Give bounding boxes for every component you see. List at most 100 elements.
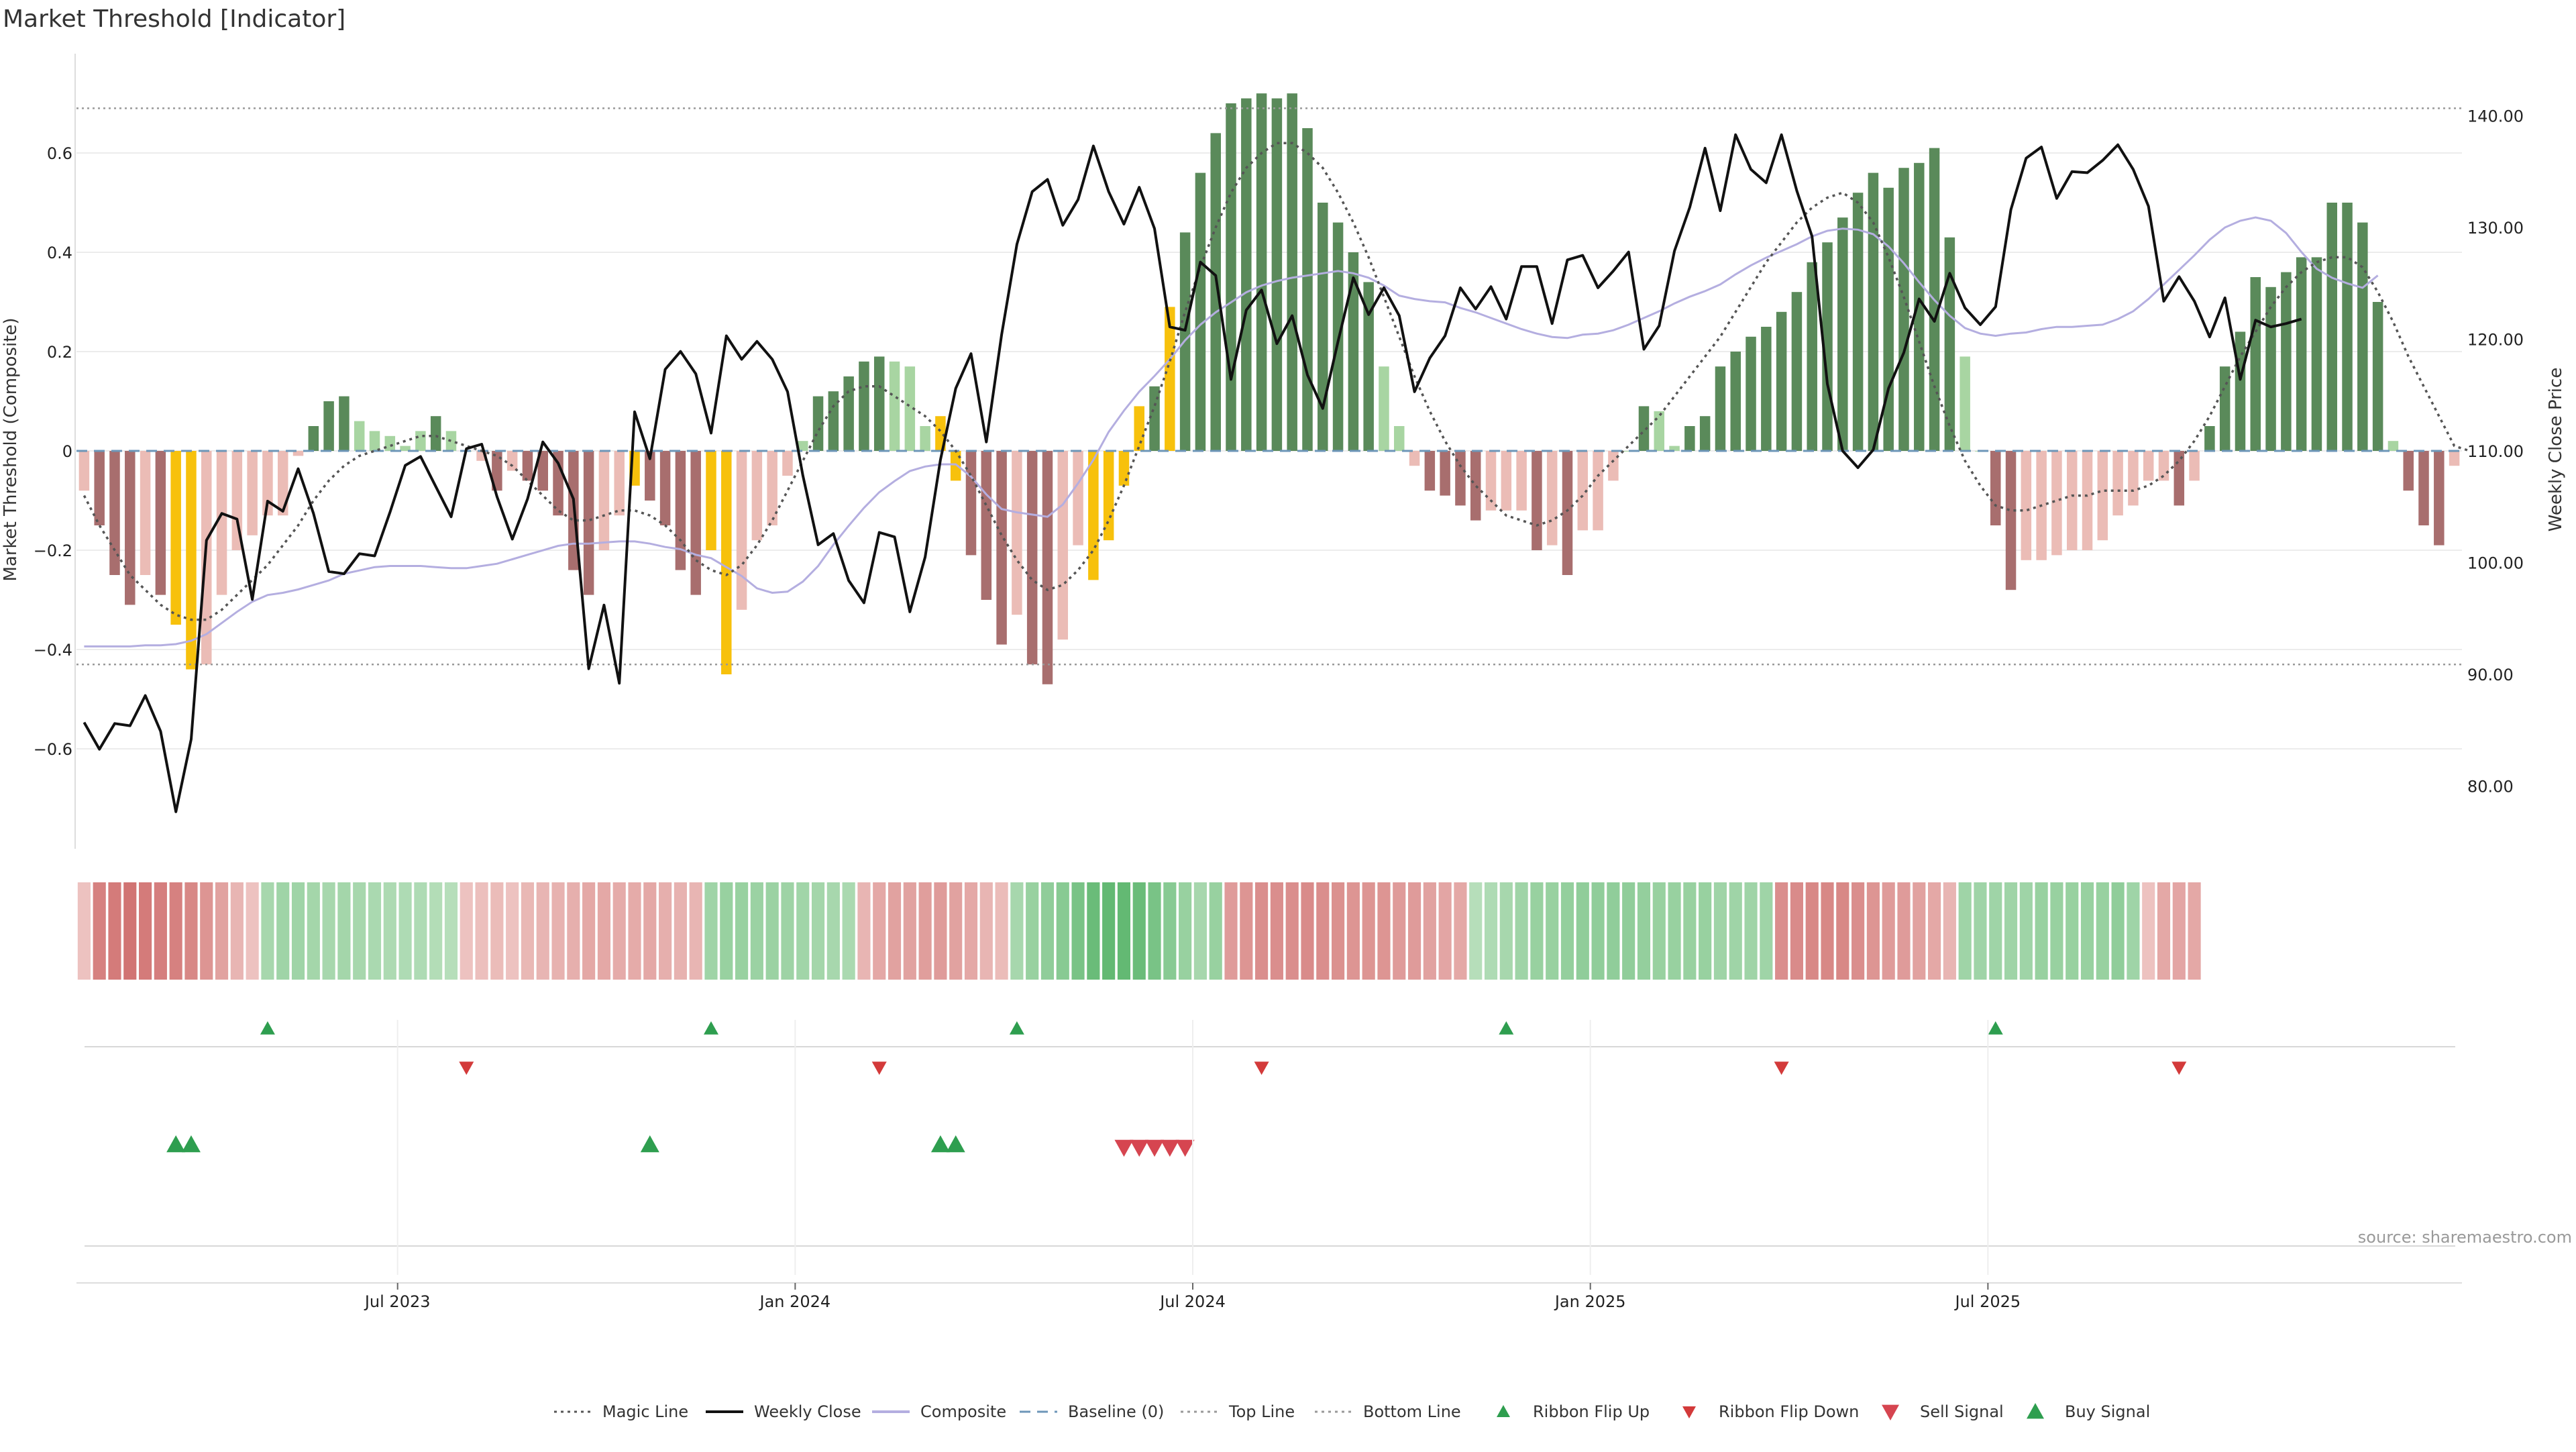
ribbon-cell	[93, 882, 106, 980]
ribbon-cell	[659, 882, 672, 980]
composite-bar	[1638, 406, 1650, 451]
ribbon-cell	[1148, 882, 1161, 980]
ribbon-cell	[291, 882, 305, 980]
composite-bar	[2204, 426, 2215, 451]
composite-bar	[1241, 98, 1252, 452]
ribbon-cell	[1866, 882, 1880, 980]
composite-bar	[782, 451, 793, 476]
right-tick-label: 120.00	[2467, 331, 2524, 350]
ribbon-cell	[1423, 882, 1436, 980]
legend-label: Baseline (0)	[1068, 1402, 1164, 1421]
ribbon-cell	[139, 882, 152, 980]
ribbon-cell	[1255, 882, 1269, 980]
ribbon-cell	[735, 882, 749, 980]
ribbon-cell	[1393, 882, 1406, 980]
ribbon-cell	[1607, 882, 1620, 980]
composite-bar	[965, 451, 977, 556]
ribbon-cell	[77, 882, 91, 980]
composite-bar	[2021, 451, 2032, 560]
ribbon-flip-up-marker	[1009, 1021, 1024, 1035]
composite-bar	[1883, 187, 1894, 451]
legend-item: Ribbon Flip Down	[1682, 1402, 1859, 1421]
composite-bar	[1501, 451, 1512, 511]
legend-item: Buy Signal	[2027, 1402, 2150, 1421]
ribbon-cell	[1882, 882, 1895, 980]
composite-bar	[400, 446, 411, 451]
composite-bar	[2051, 451, 2062, 556]
ribbon-cell	[2004, 882, 2018, 980]
composite-bar	[2143, 451, 2154, 481]
composite-bar	[1318, 203, 1328, 451]
composite-bar	[2219, 366, 2231, 451]
composite-bar	[1868, 172, 1879, 451]
composite-bar	[1761, 327, 1772, 451]
legend-swatch	[1882, 1404, 1899, 1420]
composite-bar	[843, 376, 854, 451]
ribbon-cell	[1087, 882, 1100, 980]
ribbon-cell	[1117, 882, 1131, 980]
ribbon-cell	[1775, 882, 1788, 980]
ribbon-cell	[398, 882, 412, 980]
ribbon-cell	[2035, 882, 2048, 980]
legend-item: Composite	[872, 1402, 1006, 1421]
composite-bar	[1271, 98, 1283, 452]
composite-bar	[1470, 451, 1481, 521]
ribbon-cell	[1499, 882, 1513, 980]
ribbon-cell	[353, 882, 366, 980]
composite-bar	[247, 451, 258, 535]
composite-bar	[1990, 451, 2001, 525]
composite-bar	[1118, 451, 1130, 486]
composite-bar	[736, 451, 747, 610]
buy-signal-marker	[640, 1135, 659, 1153]
ribbon-cell	[1897, 882, 1911, 980]
legend-label: Composite	[920, 1402, 1006, 1421]
ribbon-cell	[2157, 882, 2171, 980]
ribbon-cell	[1683, 882, 1697, 980]
composite-bar	[1302, 128, 1313, 451]
composite-bar	[1394, 426, 1405, 451]
ribbon-cell	[903, 882, 916, 980]
composite-bar	[1914, 162, 1925, 452]
composite-bar	[1791, 292, 1803, 451]
ribbon-cell	[2142, 882, 2155, 980]
ribbon-cell	[1713, 882, 1727, 980]
right-tick-label: 130.00	[2467, 219, 2524, 238]
composite-bar	[216, 451, 227, 595]
ribbon-cell	[2065, 882, 2079, 980]
ribbon-cell	[276, 882, 290, 980]
composite-bar	[1424, 451, 1436, 491]
buy-signal-marker	[166, 1135, 186, 1153]
composite-bar	[2449, 451, 2460, 466]
ribbon-cell	[934, 882, 947, 980]
composite-bar	[904, 366, 916, 451]
legend-item: Ribbon Flip Up	[1497, 1402, 1650, 1421]
ribbon-cell	[720, 882, 733, 980]
composite-bar	[1485, 451, 1497, 511]
sell-signal-marker	[1130, 1139, 1149, 1157]
ribbon-cell	[1484, 882, 1498, 980]
ribbon-cell	[2050, 882, 2063, 980]
composite-bar	[721, 451, 732, 674]
x-tick-label: Jul 2024	[1159, 1292, 1226, 1311]
ribbon-cell	[2096, 882, 2109, 980]
ribbon-cell	[322, 882, 335, 980]
composite-bar	[598, 451, 610, 550]
composite-bar	[125, 451, 136, 605]
composite-bar	[415, 431, 426, 451]
ribbon-cell	[750, 882, 763, 980]
ribbon-cell	[765, 882, 779, 980]
composite-bar	[308, 426, 319, 451]
ribbon-cell	[1240, 882, 1253, 980]
composite-bar	[1149, 386, 1160, 451]
composite-bar	[262, 451, 273, 516]
composite-bar	[1287, 93, 1297, 451]
ribbon-cell	[1851, 882, 1865, 980]
composite-bar	[522, 451, 533, 481]
chart-title: Market Threshold [Indicator]	[3, 5, 345, 33]
composite-bar	[1608, 451, 1619, 481]
ribbon-cell	[1179, 882, 1192, 980]
ribbon-cell	[1652, 882, 1666, 980]
ribbon-cell	[1576, 882, 1589, 980]
composite-bar	[553, 451, 564, 516]
y-axis-label-right: Weekly Close Price	[2546, 368, 2566, 532]
